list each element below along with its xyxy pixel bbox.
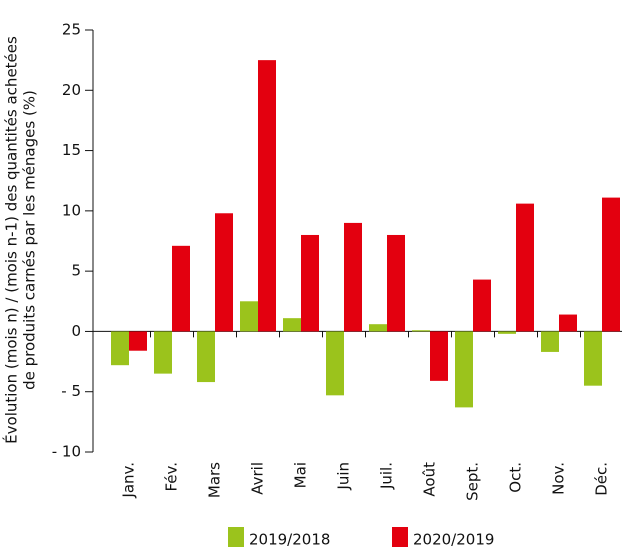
x-tick-label: Mai	[292, 462, 310, 488]
y-tick-label: 25	[62, 21, 81, 39]
bar	[473, 279, 491, 332]
x-tick-label: Oct.	[507, 462, 525, 493]
x-tick-label: Juin	[335, 462, 353, 491]
y-tick-label: 10	[62, 201, 81, 219]
bar	[541, 331, 559, 352]
legend-swatch	[228, 527, 244, 547]
y-axis-label: Évolution (mois n) / (mois n-1) des quan…	[2, 36, 21, 444]
bar	[387, 234, 405, 332]
x-tick-label: Fév.	[163, 462, 181, 492]
legend-label: 2020/2019	[413, 531, 494, 549]
bar	[369, 324, 387, 332]
bar	[258, 60, 276, 332]
x-tick-label: Mars	[206, 462, 224, 498]
bar	[430, 331, 448, 381]
bar	[283, 318, 301, 332]
bar	[344, 222, 362, 332]
legend-swatch	[392, 527, 408, 547]
bar	[111, 331, 129, 366]
bar	[498, 331, 516, 334]
y-tick-label: 20	[62, 81, 81, 99]
bar	[455, 331, 473, 408]
x-tick-label: Juil.	[378, 462, 396, 490]
y-tick-label: - 10	[52, 443, 81, 461]
x-tick-label: Août	[421, 462, 439, 497]
bar	[129, 331, 147, 351]
bar	[215, 213, 233, 332]
bar	[516, 203, 534, 332]
bar	[197, 331, 215, 383]
bar	[326, 331, 344, 396]
bar	[301, 234, 319, 332]
x-tick-label: Nov.	[550, 462, 568, 495]
y-tick-label: - 5	[61, 382, 81, 400]
x-tick-label: Déc.	[593, 462, 611, 496]
x-tick-label: Sept.	[464, 462, 482, 501]
x-tick-label: Avril	[249, 462, 267, 495]
y-tick-label: 15	[62, 141, 81, 159]
bar	[584, 331, 602, 386]
y-tick-label: 0	[71, 322, 81, 340]
bar	[412, 330, 430, 332]
y-tick-label: 5	[71, 262, 81, 280]
y-axis-label: de produits carnés par les ménages (%)	[21, 90, 39, 390]
bar	[559, 314, 577, 332]
bar	[172, 245, 190, 332]
bar	[602, 197, 620, 332]
x-tick-label: Janv.	[120, 462, 138, 499]
legend-label: 2019/2018	[249, 531, 330, 549]
bar	[154, 331, 172, 374]
bar	[240, 301, 258, 332]
